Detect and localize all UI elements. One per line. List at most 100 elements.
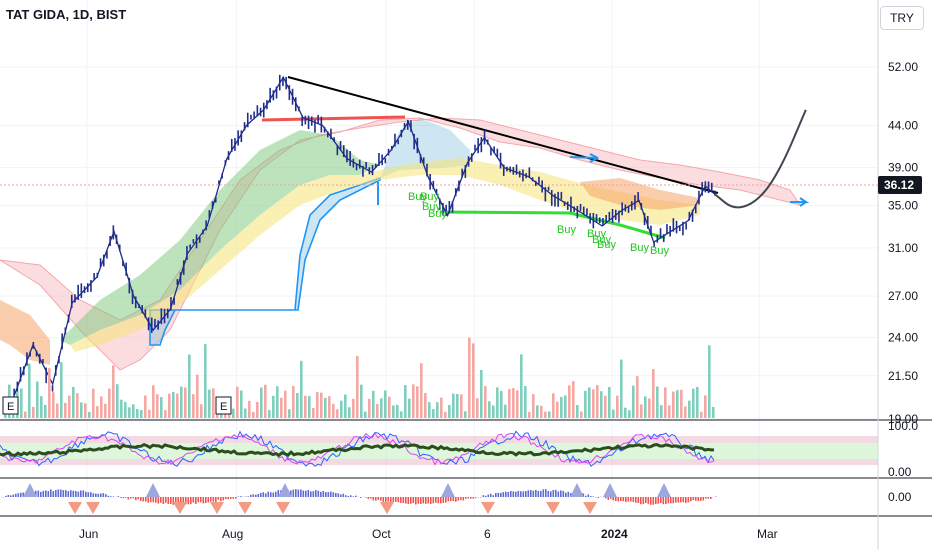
volume-bar <box>204 344 207 418</box>
macd-signal-markers <box>23 483 671 514</box>
macd-bar <box>107 495 110 497</box>
volume-bar <box>540 405 543 418</box>
volume-bar <box>564 395 567 418</box>
volume-bar <box>356 355 359 418</box>
time-axis[interactable]: Jun Aug Oct 6 2024 Mar <box>79 527 778 541</box>
volume-bar <box>532 394 535 418</box>
volume-bar <box>452 393 455 418</box>
volume-bar <box>592 389 595 418</box>
volume-bar <box>516 390 519 418</box>
macd-bar <box>12 494 15 497</box>
volume-bar <box>672 391 675 418</box>
earnings-marker[interactable]: E <box>215 396 232 415</box>
macd-bar <box>610 497 612 499</box>
volume-bar <box>488 401 491 418</box>
macd-bar <box>92 493 95 497</box>
volume-bar <box>396 404 399 418</box>
macd-bar <box>560 490 562 497</box>
volume-bar <box>264 384 267 418</box>
volume-bar <box>152 385 155 418</box>
macd-bar <box>510 490 512 497</box>
macd-bar <box>507 492 510 497</box>
macd-bar <box>532 490 535 497</box>
macd-bar <box>635 497 637 503</box>
macd-bar <box>617 497 620 502</box>
macd-bar <box>512 491 515 497</box>
volume-bar <box>444 411 447 418</box>
price-tick: 39.00 <box>888 161 918 175</box>
volume-bar <box>148 409 151 418</box>
volume-bar <box>168 393 171 418</box>
volume-bar <box>300 360 303 418</box>
support-line <box>439 210 666 240</box>
volume-bar <box>244 408 247 418</box>
volume-bar <box>392 405 395 418</box>
macd-bar <box>565 492 567 497</box>
volume-bar <box>360 384 363 418</box>
volume-bar <box>684 406 687 418</box>
macd-bar <box>272 492 275 497</box>
macd-cross-up <box>441 483 455 497</box>
buy-label: Buy <box>592 234 611 246</box>
volume-bar <box>464 411 467 418</box>
macd-bar <box>165 497 167 503</box>
macd-bar <box>620 497 622 502</box>
macd-bar <box>352 496 355 497</box>
volume-bar <box>284 390 287 418</box>
macd-bar <box>382 497 385 502</box>
macd-bar <box>222 497 225 501</box>
volume-bar <box>508 389 511 418</box>
macd-bar <box>42 490 45 497</box>
rsi-band-lower <box>0 459 878 465</box>
macd-bar <box>340 494 342 497</box>
currency-button[interactable]: TRY <box>880 6 924 30</box>
volume-bar <box>708 345 711 418</box>
volume-bar <box>320 392 323 418</box>
volume-bar <box>96 406 99 418</box>
macd-bar <box>122 497 125 499</box>
macd-bar <box>657 497 660 504</box>
macd-bar <box>255 494 257 497</box>
volume-bar <box>44 404 47 418</box>
time-tick: Oct <box>372 527 391 541</box>
macd-bar <box>422 497 425 504</box>
price-tick: 52.00 <box>888 60 918 74</box>
macd-bar <box>397 497 400 503</box>
macd-bar <box>342 493 345 497</box>
volume-bar <box>20 388 23 418</box>
price-tick: 21.50 <box>888 369 918 383</box>
macd-bar <box>270 492 272 497</box>
macd-bar <box>372 497 375 501</box>
volume-bar <box>128 407 131 418</box>
volume-bar <box>616 395 619 418</box>
macd-bar <box>175 497 177 504</box>
macd-bar <box>237 496 240 497</box>
macd-bar <box>137 497 140 500</box>
volume-bar <box>660 405 663 418</box>
volume-bar <box>248 400 251 418</box>
price-axis[interactable]: 52.00 44.00 39.00 35.00 31.00 27.00 24.00 21.50… <box>888 60 918 426</box>
volume-bar <box>484 386 487 418</box>
volume-bar <box>656 386 659 418</box>
macd-bar <box>345 495 347 497</box>
macd-bar <box>527 490 530 497</box>
macd-bar <box>702 497 705 501</box>
volume-bar <box>480 369 483 418</box>
volume-bar <box>368 398 371 418</box>
macd-bar <box>495 492 497 497</box>
earnings-marker[interactable]: E <box>2 396 19 415</box>
macd-bar <box>425 497 427 504</box>
volume-bar <box>328 396 331 418</box>
macd-cross-down <box>210 502 224 514</box>
volume-bar <box>32 406 35 418</box>
macd-bar <box>87 492 90 497</box>
time-tick: 6 <box>484 527 491 541</box>
macd-bar <box>37 490 40 497</box>
macd-bar <box>275 491 277 497</box>
macd-bar <box>437 497 440 504</box>
volume-bar <box>552 393 555 418</box>
macd-bar <box>407 497 410 505</box>
macd-bar <box>545 489 547 497</box>
macd-bar <box>230 497 232 499</box>
